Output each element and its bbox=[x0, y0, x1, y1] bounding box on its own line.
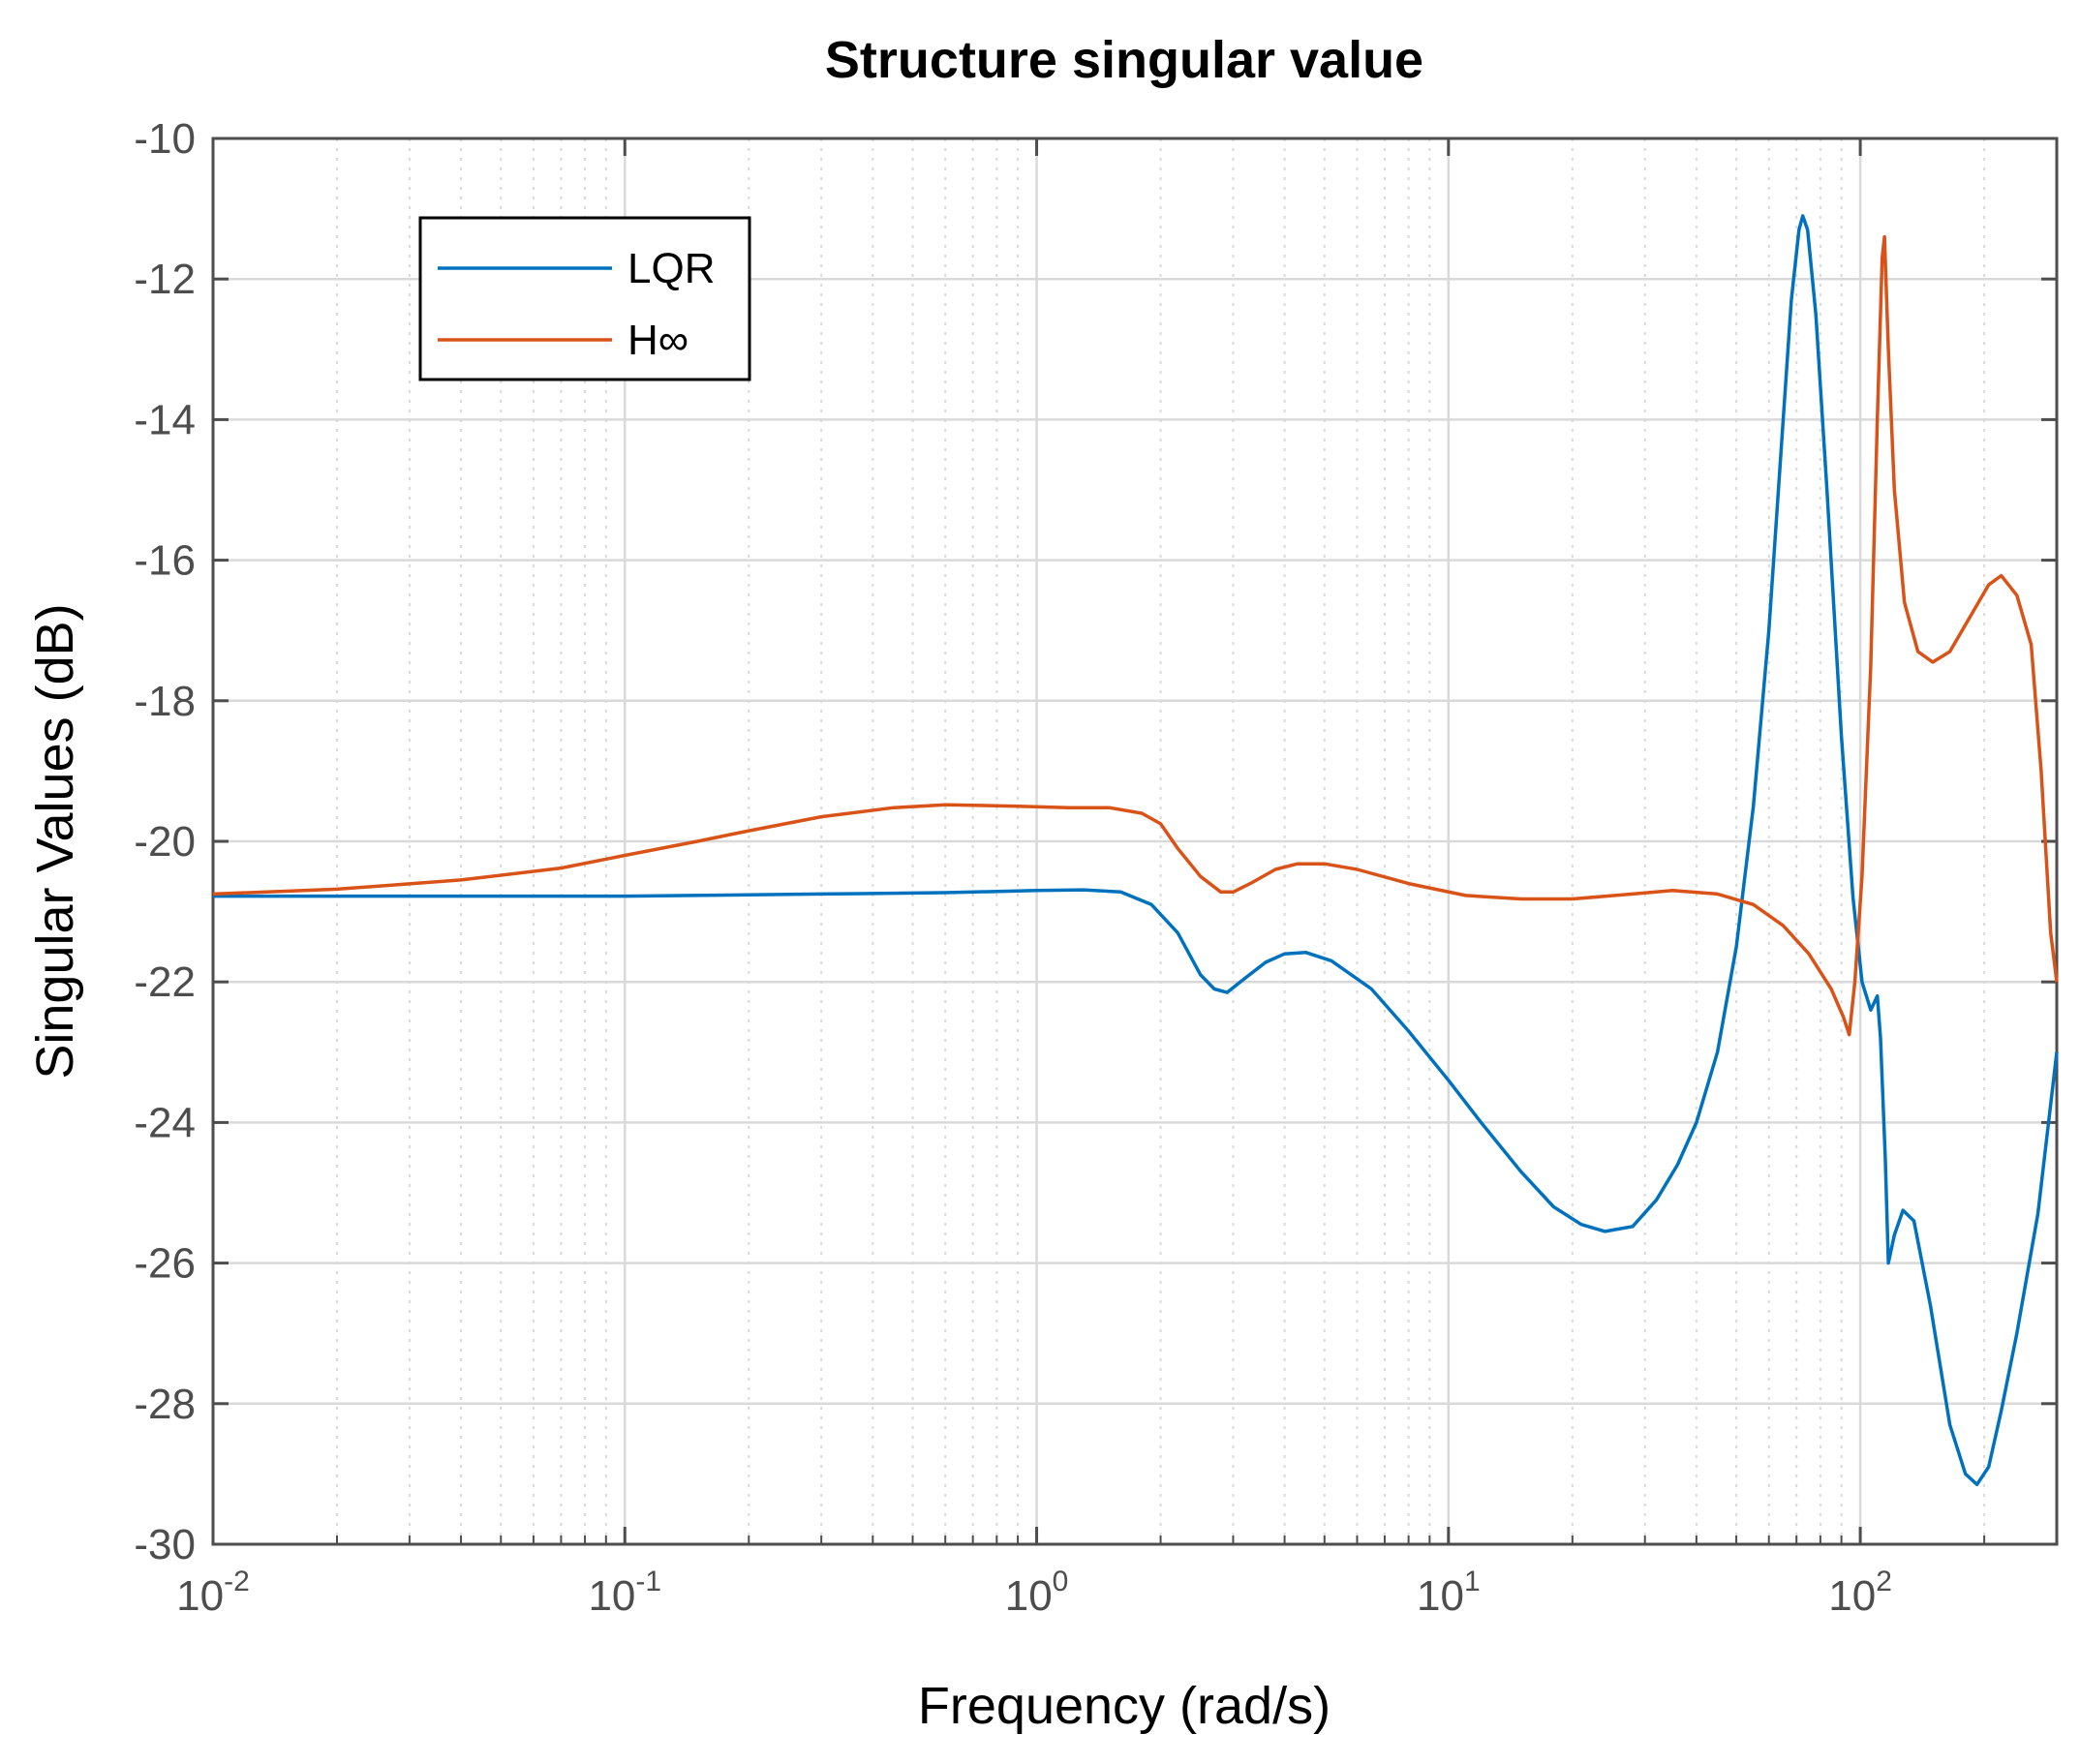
y-tick-label: -28 bbox=[134, 1381, 196, 1428]
legend: LQR H∞ bbox=[418, 216, 751, 381]
x-axis-ticks: 10-2 10-1 100 101 102 bbox=[176, 138, 2058, 1620]
y-tick-label: -14 bbox=[134, 396, 196, 443]
y-tick-label: -10 bbox=[134, 115, 196, 163]
x-tick-label: 10-1 bbox=[588, 1566, 661, 1620]
x-tick-label: 101 bbox=[1417, 1566, 1481, 1620]
y-tick-label: -24 bbox=[134, 1099, 196, 1146]
legend-label-lqr: LQR bbox=[627, 245, 715, 292]
y-tick-label: -16 bbox=[134, 537, 196, 585]
x-tick-label: 10-2 bbox=[176, 1566, 250, 1620]
y-tick-label: -12 bbox=[134, 256, 196, 303]
y-tick-label: -26 bbox=[134, 1240, 196, 1288]
chart-title: Structure singular value bbox=[825, 31, 1423, 89]
x-tick-label: 100 bbox=[1005, 1566, 1069, 1620]
y-axis-ticks: -10 -12 -14 -16 -18 -20 -22 -24 -26 -28 -30 bbox=[134, 115, 2057, 1568]
y-axis-label: Singular Values (dB) bbox=[26, 603, 84, 1079]
y-tick-label: -20 bbox=[134, 818, 196, 866]
y-tick-label: -22 bbox=[134, 958, 196, 1006]
series-lines bbox=[212, 214, 2059, 1487]
series-line-lqr bbox=[213, 214, 2059, 1487]
legend-box bbox=[418, 216, 751, 381]
y-tick-label: -30 bbox=[134, 1521, 196, 1568]
series-line-hinf bbox=[212, 234, 2059, 1037]
y-tick-label: -18 bbox=[134, 678, 196, 725]
x-axis-label: Frequency (rad/s) bbox=[918, 1677, 1331, 1735]
legend-label-hinf: H∞ bbox=[627, 317, 688, 364]
x-tick-label: 102 bbox=[1828, 1566, 1892, 1620]
